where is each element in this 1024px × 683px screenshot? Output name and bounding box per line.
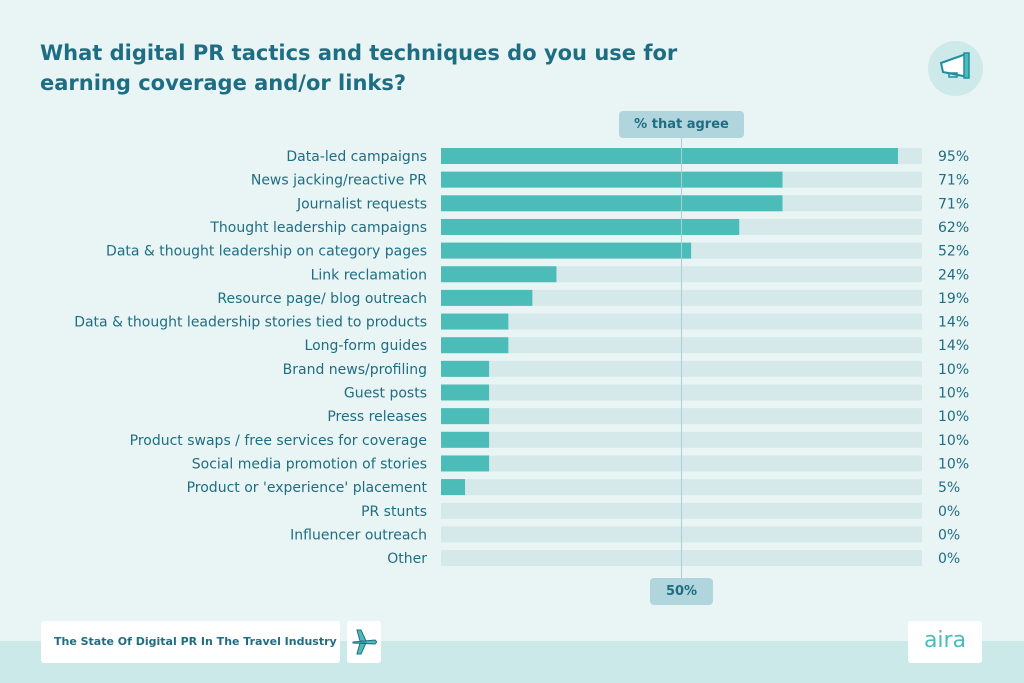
value-label: 10% — [938, 433, 969, 449]
bar — [441, 171, 783, 188]
category-label: Social media promotion of stories — [192, 456, 427, 472]
category-label: Long-form guides — [305, 338, 427, 354]
category-label: Influencer outreach — [290, 527, 427, 543]
value-label: 95% — [938, 149, 969, 165]
bar — [441, 479, 466, 496]
bar — [441, 431, 490, 448]
value-label: 0% — [938, 504, 960, 520]
bar — [441, 313, 509, 330]
category-label: Press releases — [327, 409, 427, 425]
bar — [441, 455, 490, 472]
report-title: The State Of Digital PR In The Travel In… — [41, 621, 340, 663]
value-label: 19% — [938, 291, 969, 307]
category-label: Product swaps / free services for covera… — [130, 433, 427, 449]
category-label: Data-led campaigns — [286, 149, 427, 165]
value-label: 71% — [938, 196, 969, 212]
category-label: PR stunts — [361, 504, 427, 520]
value-label: 52% — [938, 244, 969, 260]
bar — [441, 148, 898, 164]
category-label: Link reclamation — [311, 267, 427, 283]
reference-label-pill: 50% — [650, 578, 713, 605]
value-label: 10% — [938, 409, 969, 425]
aira-logo: aira — [908, 621, 982, 663]
bar — [441, 384, 490, 401]
category-label: News jacking/reactive PR — [251, 173, 427, 189]
value-label: 0% — [938, 527, 960, 543]
bar — [441, 289, 533, 306]
category-label: Product or 'experience' placement — [187, 480, 428, 496]
value-label: 10% — [938, 362, 969, 378]
megaphone-icon — [928, 41, 983, 96]
category-label: Other — [387, 551, 427, 567]
category-label: Journalist requests — [296, 196, 427, 212]
bar — [441, 195, 783, 212]
value-label: 10% — [938, 456, 969, 472]
value-label: 0% — [938, 551, 960, 567]
value-label: 71% — [938, 173, 969, 189]
value-label: 62% — [938, 220, 969, 236]
category-label: Brand news/profiling — [283, 362, 427, 378]
bar — [441, 337, 509, 354]
axis-label-pill: % that agree — [619, 111, 744, 138]
category-label: Resource page/ blog outreach — [217, 291, 427, 307]
chart-title: What digital PR tactics and techniques d… — [40, 41, 678, 95]
value-label: 14% — [938, 315, 969, 331]
category-label: Thought leadership campaigns — [209, 220, 427, 236]
category-label: Data & thought leadership on category pa… — [106, 244, 427, 260]
bar — [441, 218, 740, 235]
value-label: 5% — [938, 480, 960, 496]
bar — [441, 408, 490, 425]
value-label: 24% — [938, 267, 969, 283]
category-label: Guest posts — [344, 386, 427, 402]
bar — [441, 360, 490, 377]
airplane-icon — [347, 621, 381, 663]
category-label: Data & thought leadership stories tied t… — [74, 315, 427, 331]
value-label: 14% — [938, 338, 969, 354]
value-label: 10% — [938, 386, 969, 402]
bar — [441, 242, 692, 259]
bar — [441, 266, 557, 283]
